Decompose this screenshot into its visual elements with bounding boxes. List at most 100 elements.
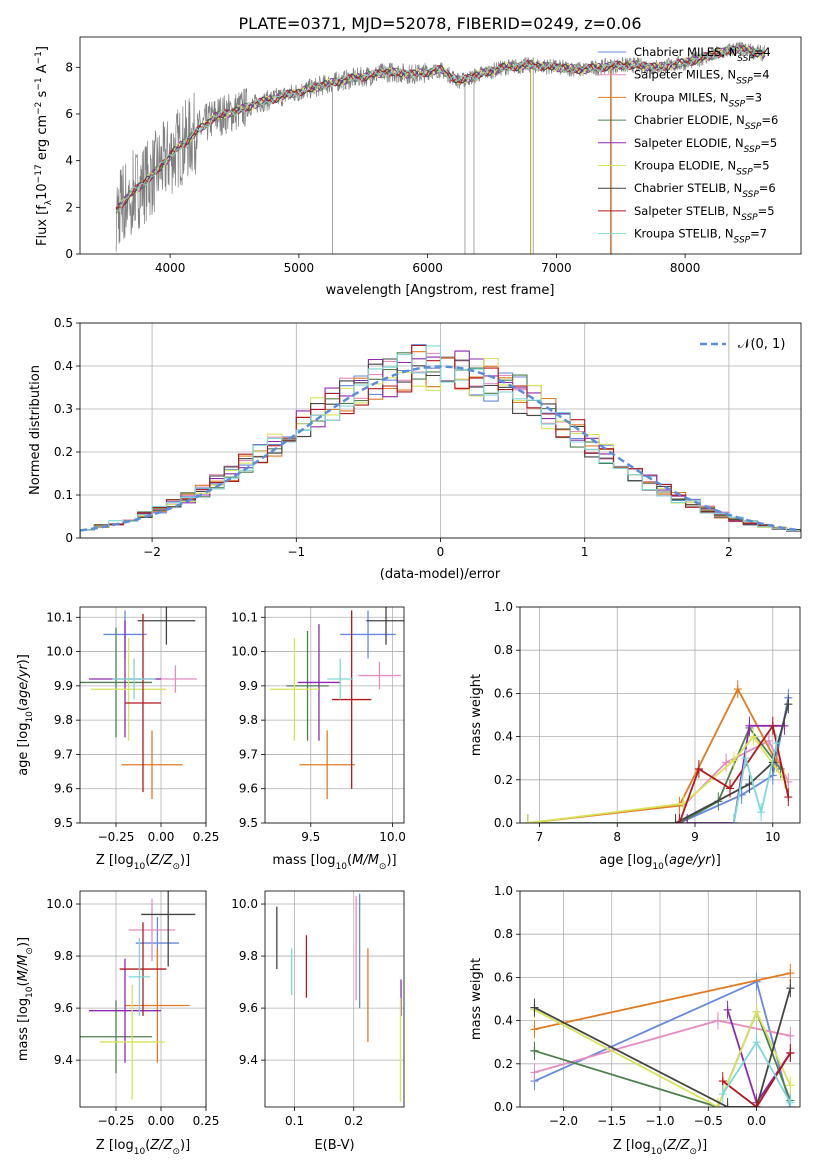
axes-mass-vs-EBV: 0.1 0.2 9.4 9.6 9.8 10.0 E(B-V): [231, 890, 405, 1153]
tick-label-y: 0.2: [54, 445, 73, 459]
tick-label-x: −0.25: [98, 1114, 135, 1128]
tick-label-x: 0.0: [747, 1114, 766, 1128]
tick-label-y: 10.0: [46, 897, 73, 911]
y-axis-label: Flux [fλ10−17 erg cm−2 s−1 A−1]: [34, 46, 54, 246]
tick-label-y: 0.2: [494, 1057, 513, 1071]
tick-label-y: 0.2: [494, 773, 513, 787]
tick-label-y: 10.0: [231, 897, 258, 911]
x-axis-label: (data-model)/error: [380, 567, 501, 582]
tick-label-x: −1.0: [645, 1114, 674, 1128]
tick-label-x: 6000: [412, 261, 443, 275]
tick-label-y: 0.6: [494, 970, 513, 984]
axes-mass-vs-Z: −0.25 0.00 0.25 9.4 9.6 9.8 10.0 Z [log10(Z/Z⊙)…: [16, 890, 220, 1157]
tick-label-x: 9: [691, 830, 699, 844]
tick-label-y: 1.0: [494, 884, 513, 898]
legend-entry: Chabrier ELODIE, NSSP=6: [634, 113, 778, 132]
tick-label-y: 0.6: [494, 686, 513, 700]
axes-spectrum: 4000 5000 6000 7000 8000 0 2 4 6 8 Chabrier MILES,…: [34, 36, 802, 298]
tick-label-y: 6: [65, 107, 73, 121]
axes-frame: [79, 606, 207, 824]
tick-label-y: 0: [65, 531, 73, 545]
model-line-5: [116, 45, 766, 207]
tick-label-y: 0.0: [494, 1100, 513, 1114]
normal-reference-curve: [80, 365, 801, 532]
legend-entry: Kroupa STELIB, NSSP=7: [634, 227, 767, 246]
model-line-6: [115, 44, 766, 210]
axes-weight-vs-age: 7 8 9 10 0.0 0.2 0.4 0.6 0.8 1.0 age [log10(age/yr…: [469, 600, 801, 872]
tick-label-x: −1: [287, 545, 305, 559]
tick-label-y: 9.6: [54, 782, 73, 796]
tick-label-x: 4000: [155, 261, 186, 275]
tick-label-x: −0.25: [98, 830, 135, 844]
weight-line-7: [722, 1052, 792, 1107]
weight-line-6: [534, 987, 792, 1107]
legend-entry: Salpeter STELIB, NSSP=5: [634, 204, 775, 223]
plots-container: 4000 5000 6000 7000 8000 0 2 4 6 8 Chabrier MILES,…: [16, 36, 802, 1157]
weight-line-1: [682, 739, 790, 807]
tick-label-y: 0.0: [494, 816, 513, 830]
axes-frame: [264, 606, 405, 824]
spectrum-legend: Chabrier MILES, NSSP=4 Salpeter MILES, NS…: [598, 45, 778, 246]
axes-age-vs-mass: 9.5 10.0 9.5 9.6 9.7 9.8 9.9 10.0 10.1 mass [log1…: [231, 606, 406, 872]
axes-age-vs-Z: −0.25 0.00 0.25 9.5 9.6 9.7 9.8 9.9 10.0 10.1 Z [l…: [16, 606, 219, 872]
y-axis-label: mass weight: [469, 674, 484, 756]
tick-label-x: 0.2: [344, 1114, 363, 1128]
tick-label-x: 0.1: [285, 1114, 304, 1128]
legend-entry: Kroupa ELODIE, NSSP=5: [634, 159, 770, 178]
plot-area: [80, 891, 196, 1100]
tick-label-x: 0.00: [148, 1114, 175, 1128]
grid: [265, 607, 404, 824]
tick-label-y: 8: [65, 60, 73, 74]
tick-label-y: 9.8: [239, 949, 258, 963]
figure-title: PLATE=0371, MJD=52078, FIBERID=0249, z=0…: [238, 14, 641, 33]
tick-label-y: 9.8: [54, 713, 73, 727]
y-axis-label: mass [log10(M/M⊙)]: [16, 937, 35, 1061]
tick-label-y: 9.5: [54, 816, 73, 830]
tick-label-x: 10.0: [379, 830, 406, 844]
tick-label-x: 5000: [284, 261, 315, 275]
tick-label-y: 9.5: [239, 816, 258, 830]
tick-label-y: 1.0: [494, 600, 513, 614]
model-line-8: [115, 45, 766, 212]
tick-label-x: 7: [536, 830, 544, 844]
x-axis-label: Z [log10(Z/Z⊙)]: [613, 1138, 707, 1157]
weight-line-6: [675, 703, 790, 823]
weight-line-8: [733, 742, 778, 823]
weight-line-4: [687, 724, 785, 823]
tick-label-x: 8000: [670, 261, 701, 275]
tick-label-x: 1: [581, 545, 589, 559]
legend-entry: Salpeter MILES, NSSP=4: [634, 68, 770, 87]
grid: [520, 606, 800, 824]
tick-label-y: 10.0: [46, 645, 73, 659]
y-axis-label: Normed distribution: [28, 365, 43, 495]
tick-label-y: 9.6: [54, 1001, 73, 1015]
tick-label-y: 0.4: [494, 1014, 513, 1028]
grid: [520, 890, 800, 1108]
legend-entry: Kroupa MILES, NSSP=3: [634, 90, 762, 109]
tick-label-y: 9.7: [239, 747, 258, 761]
tick-label-x: 0: [437, 545, 445, 559]
tick-label-y: 9.8: [239, 713, 258, 727]
tick-label-x: −1.5: [597, 1114, 626, 1128]
tick-label-y: 0.4: [54, 359, 73, 373]
tick-label-y: 10.1: [46, 610, 73, 624]
axes-residuals: −2 −1 0 1 2 0 0.1 0.2 0.3 0.4 0.5 𝒩(0, 1) (data-mode…: [28, 316, 802, 582]
plot-area: [80, 607, 197, 799]
tick-label-y: 0.3: [54, 402, 73, 416]
axes-frame: [79, 36, 802, 255]
tick-label-y: 0: [65, 247, 73, 261]
tick-label-x: 7000: [541, 261, 572, 275]
y-axis-label: age [log10(age/yr)]: [16, 654, 35, 776]
tick-label-y: 0.8: [494, 643, 513, 657]
legend-entry: Chabrier STELIB, NSSP=6: [634, 181, 776, 200]
legend-entry: Salpeter ELODIE, NSSP=5: [634, 136, 777, 155]
tick-label-y: 0.1: [54, 488, 73, 502]
tick-label-y: 9.9: [239, 679, 258, 693]
tick-label-x: 0.25: [193, 1114, 220, 1128]
grid: [265, 891, 404, 1107]
plot-area: [276, 893, 402, 1102]
tick-label-y: 9.4: [239, 1053, 258, 1067]
axes-frame: [79, 322, 802, 539]
plot-area: [269, 607, 404, 799]
